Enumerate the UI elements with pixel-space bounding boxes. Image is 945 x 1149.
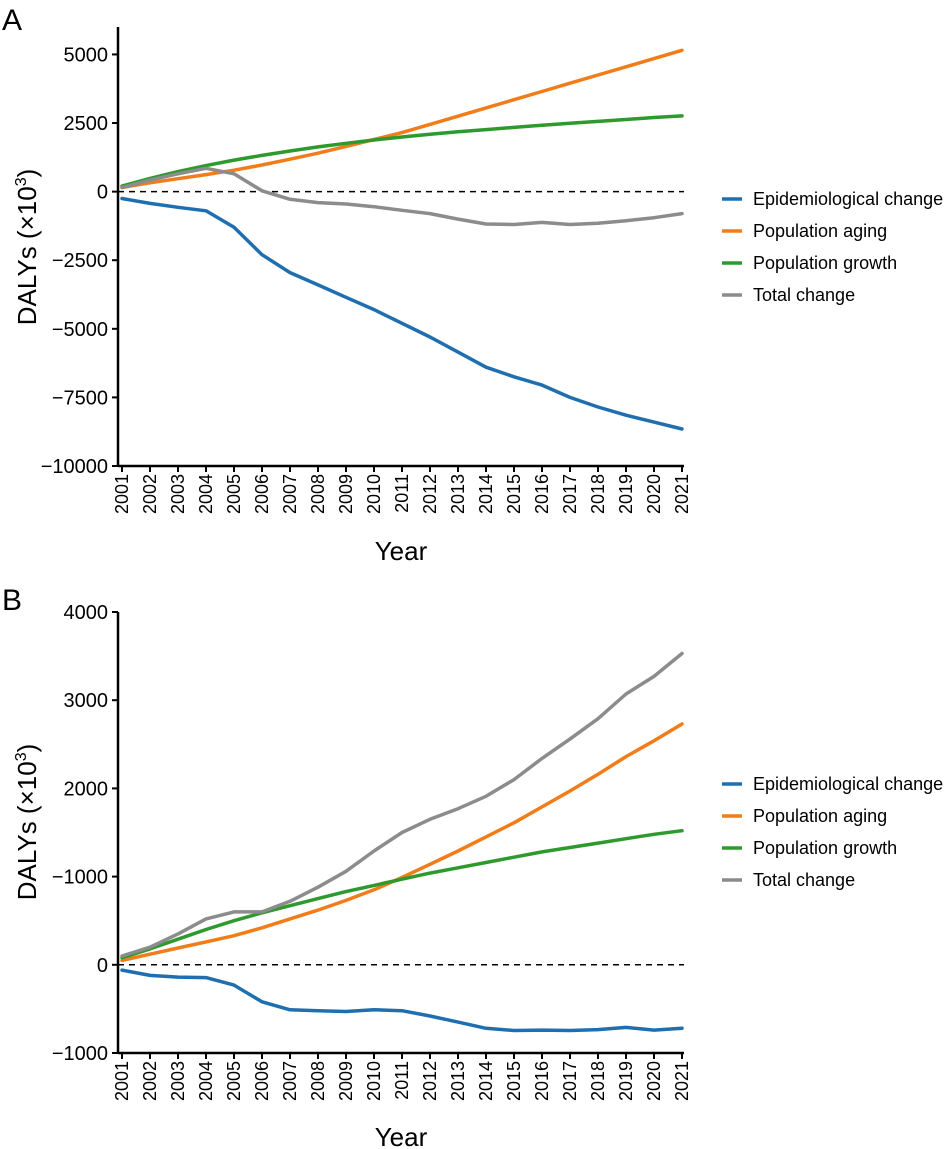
x-tick-label: 2006 — [252, 1061, 272, 1101]
x-tick-label: 2013 — [448, 474, 468, 514]
legend-label: Population aging — [753, 221, 887, 241]
y-tick-label: 4000 — [64, 602, 109, 624]
series-line-total-change — [120, 651, 684, 958]
series-line-population-aging — [120, 48, 684, 190]
x-tick-label: 2019 — [616, 474, 636, 514]
series-line-epidemiological-change — [120, 196, 684, 431]
legend-label: Total change — [753, 285, 855, 305]
x-tick-label: 2005 — [224, 474, 244, 514]
x-tick-label: 2001 — [112, 1061, 132, 1101]
y-tick-label: −2500 — [52, 250, 108, 272]
series-line-epidemiological-change — [120, 968, 684, 1033]
x-tick-label: 2014 — [476, 474, 496, 514]
legend-label: Epidemiological change — [753, 189, 943, 209]
y-tick-label: −5000 — [52, 319, 108, 341]
x-tick-label: 2016 — [532, 474, 552, 514]
y-tick-label: 5000 — [64, 44, 109, 66]
y-tick-label: −1000 — [52, 867, 108, 889]
x-tick-label: 2008 — [308, 1061, 328, 1101]
x-tick-label: 2003 — [168, 1061, 188, 1101]
y-axis-title-main: DALYs (×10 — [12, 186, 42, 325]
x-tick-label: 2021 — [672, 1061, 692, 1101]
x-tick-label: 2007 — [280, 1061, 300, 1101]
y-axis-title-main: DALYs (×10 — [12, 761, 42, 900]
y-axis-title-close: ) — [12, 744, 42, 753]
series-line-population-growth — [120, 114, 684, 188]
x-tick-label: 2020 — [644, 1061, 664, 1101]
legend-label: Population growth — [753, 253, 897, 273]
y-axis-title-superscript: 3 — [13, 177, 30, 186]
x-axis-title: Year — [375, 1122, 428, 1149]
x-tick-label: 2012 — [420, 1061, 440, 1101]
y-tick-label: 2000 — [64, 778, 109, 800]
y-tick-label: −7500 — [52, 387, 108, 409]
x-tick-label: 2006 — [252, 474, 272, 514]
x-axis-title: Year — [375, 536, 428, 566]
x-tick-label: 2010 — [364, 474, 384, 514]
x-tick-label: 2005 — [224, 1061, 244, 1101]
x-tick-label: 2001 — [112, 474, 132, 514]
x-tick-label: 2021 — [672, 474, 692, 514]
x-tick-label: 2010 — [364, 1061, 384, 1101]
y-axis-title-superscript: 3 — [13, 752, 30, 761]
x-tick-label: 2019 — [616, 1061, 636, 1101]
x-tick-label: 2014 — [476, 1061, 496, 1101]
series-line-population-growth — [120, 828, 684, 960]
series-line-total-change — [120, 166, 684, 227]
x-tick-label: 2018 — [588, 1061, 608, 1101]
legend-label: Epidemiological change — [753, 774, 943, 794]
x-tick-label: 2015 — [504, 474, 524, 514]
x-tick-label: 2008 — [308, 474, 328, 514]
x-tick-label: 2017 — [560, 1061, 580, 1101]
y-tick-label: −10000 — [41, 456, 108, 478]
x-tick-label: 2015 — [504, 1061, 524, 1101]
y-tick-label: −1000 — [52, 1043, 108, 1065]
panel-label: A — [2, 4, 22, 37]
x-tick-label: 2012 — [420, 474, 440, 514]
y-axis-title: DALYs (×103) — [12, 744, 42, 901]
legend-label: Total change — [753, 870, 855, 890]
legend-label: Population aging — [753, 806, 887, 826]
y-axis-title: DALYs (×103) — [12, 169, 42, 326]
panel-label: B — [2, 584, 22, 617]
y-tick-label: 0 — [97, 182, 108, 204]
x-tick-label: 2002 — [140, 474, 160, 514]
x-tick-label: 2017 — [560, 474, 580, 514]
x-tick-label: 2002 — [140, 1061, 160, 1101]
y-tick-label: 0 — [97, 955, 108, 977]
x-tick-label: 2009 — [336, 1061, 356, 1101]
x-tick-label: 2018 — [588, 474, 608, 514]
x-tick-label: 2011 — [392, 474, 412, 513]
x-tick-label: 2009 — [336, 474, 356, 514]
x-tick-label: 2007 — [280, 474, 300, 514]
x-tick-label: 2003 — [168, 474, 188, 514]
y-tick-label: 2500 — [64, 113, 109, 135]
legend-label: Population growth — [753, 838, 897, 858]
x-tick-label: 2004 — [196, 474, 216, 514]
x-tick-label: 2020 — [644, 474, 664, 514]
y-tick-label: 3000 — [64, 690, 109, 712]
x-tick-label: 2013 — [448, 1061, 468, 1101]
y-axis-title-close: ) — [12, 169, 42, 178]
x-tick-label: 2016 — [532, 1061, 552, 1101]
x-tick-label: 2004 — [196, 1061, 216, 1101]
x-tick-label: 2011 — [392, 1061, 412, 1100]
